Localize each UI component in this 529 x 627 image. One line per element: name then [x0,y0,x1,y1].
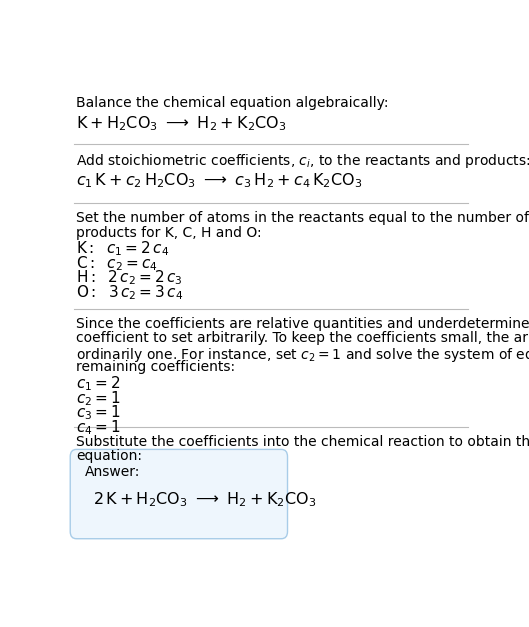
Text: ordinarily one. For instance, set $c_2 = 1$ and solve the system of equations fo: ordinarily one. For instance, set $c_2 =… [76,345,529,364]
Text: $c_3 = 1$: $c_3 = 1$ [76,404,121,422]
Text: $c_1\,\mathrm{K} + c_2\,\mathrm{H_2CO_3}\ \longrightarrow\ c_3\,\mathrm{H_2} + c: $c_1\,\mathrm{K} + c_2\,\mathrm{H_2CO_3}… [76,172,363,191]
Text: $\mathrm{K + H_2CO_3 \ \longrightarrow \ H_2 + K_2CO_3}$: $\mathrm{K + H_2CO_3 \ \longrightarrow \… [76,114,287,132]
Text: $\mathrm{K{:}}\;\ c_1 = 2\,c_4$: $\mathrm{K{:}}\;\ c_1 = 2\,c_4$ [76,240,170,258]
Text: $\mathrm{2\,K + H_2CO_3\ \longrightarrow\ H_2 + K_2CO_3}$: $\mathrm{2\,K + H_2CO_3\ \longrightarrow… [93,491,316,509]
Text: $\mathrm{H{:}}\;\ 2\,c_2 = 2\,c_3$: $\mathrm{H{:}}\;\ 2\,c_2 = 2\,c_3$ [76,268,183,287]
Text: remaining coefficients:: remaining coefficients: [76,360,235,374]
Text: Substitute the coefficients into the chemical reaction to obtain the balanced: Substitute the coefficients into the che… [76,435,529,449]
Text: $\mathrm{C{:}}\;\ c_2 = c_4$: $\mathrm{C{:}}\;\ c_2 = c_4$ [76,254,158,273]
Text: equation:: equation: [76,450,142,463]
Text: Add stoichiometric coefficients, $c_i$, to the reactants and products:: Add stoichiometric coefficients, $c_i$, … [76,152,529,171]
Text: coefficient to set arbitrarily. To keep the coefficients small, the arbitrary va: coefficient to set arbitrarily. To keep … [76,331,529,345]
Text: Answer:: Answer: [85,465,140,479]
Text: products for K, C, H and O:: products for K, C, H and O: [76,226,262,240]
FancyBboxPatch shape [70,450,288,539]
Text: $c_4 = 1$: $c_4 = 1$ [76,418,121,437]
Text: $c_1 = 2$: $c_1 = 2$ [76,374,121,393]
Text: $\mathrm{O{:}}\;\ 3\,c_2 = 3\,c_4$: $\mathrm{O{:}}\;\ 3\,c_2 = 3\,c_4$ [76,283,184,302]
Text: $c_2 = 1$: $c_2 = 1$ [76,389,121,408]
Text: Since the coefficients are relative quantities and underdetermined, choose a: Since the coefficients are relative quan… [76,317,529,330]
Text: Balance the chemical equation algebraically:: Balance the chemical equation algebraica… [76,96,389,110]
Text: Set the number of atoms in the reactants equal to the number of atoms in the: Set the number of atoms in the reactants… [76,211,529,225]
